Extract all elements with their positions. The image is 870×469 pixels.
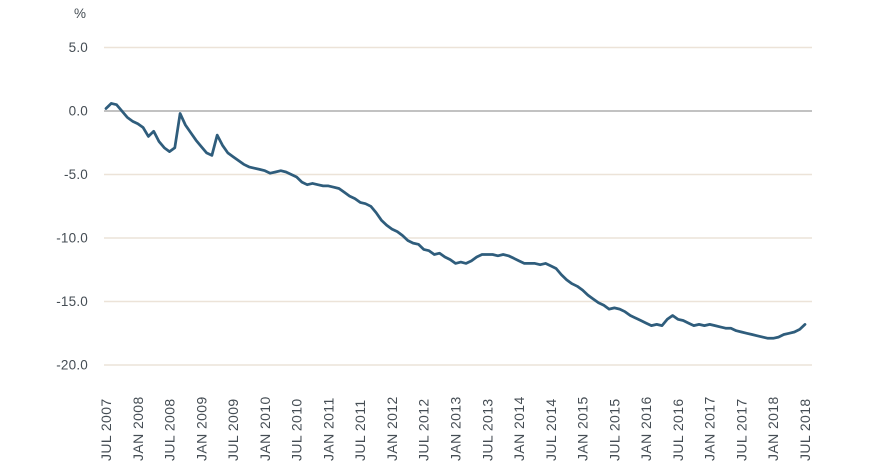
x-tick-label: JAN 2009	[193, 396, 209, 461]
x-tick-label: JUL 2013	[479, 398, 495, 461]
x-tick-label: JUL 2012	[416, 398, 432, 461]
y-tick-label: -20.0	[56, 358, 88, 373]
x-tick-label: JUL 2009	[225, 398, 241, 461]
y-tick-label: 0.0	[69, 104, 88, 119]
data-series-line	[104, 102, 807, 340]
x-tick-label: JAN 2018	[765, 396, 781, 461]
x-tick-label: JAN 2010	[257, 396, 273, 461]
y-tick-label: -5.0	[64, 167, 88, 182]
x-tick-label: JUL 2015	[606, 398, 622, 461]
x-tick-label: JUL 2018	[797, 398, 813, 461]
x-tick-label: JAN 2015	[575, 396, 591, 461]
x-tick-label: JUL 2017	[733, 398, 749, 461]
y-tick-label: -10.0	[56, 231, 88, 246]
y-tick-label: 5.0	[69, 40, 88, 55]
x-tick-label: JAN 2013	[448, 396, 464, 461]
x-tick-label: JUL 2014	[543, 398, 559, 461]
x-tick-label: JAN 2016	[638, 396, 654, 461]
x-tick-label: JAN 2012	[384, 396, 400, 461]
x-tick-label: JAN 2008	[130, 396, 146, 461]
x-tick-label: JUL 2007	[98, 398, 114, 461]
x-tick-label: JAN 2017	[702, 396, 718, 461]
x-tick-label: JAN 2011	[320, 397, 336, 461]
y-axis-unit-label: %	[73, 6, 86, 21]
y-tick-label: -15.0	[56, 294, 88, 309]
x-tick-label: JUL 2016	[670, 398, 686, 461]
x-tick-label: JUL 2008	[162, 398, 178, 461]
x-tick-label: JAN 2014	[511, 396, 527, 461]
x-tick-label: JUL 2010	[289, 398, 305, 461]
x-tick-label: JUL 2011	[352, 399, 368, 461]
